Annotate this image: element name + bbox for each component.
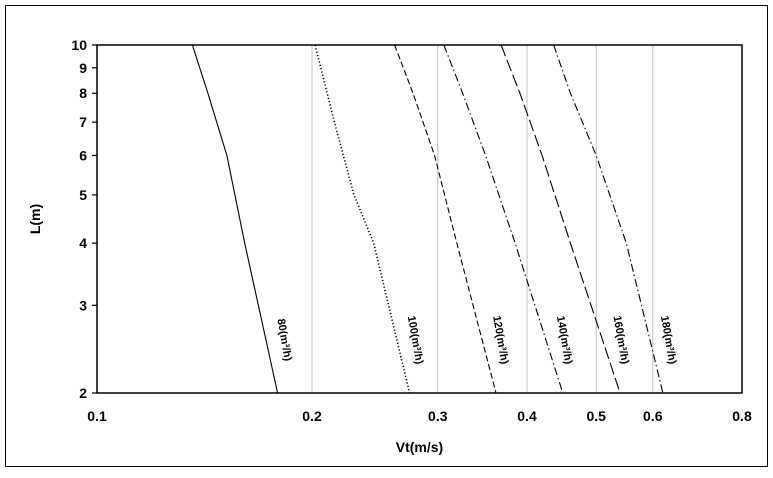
x-tick-label: 0.1 <box>87 408 107 424</box>
series-line-2 <box>314 44 411 394</box>
series-line-6 <box>553 44 664 394</box>
chart-frame <box>5 5 768 467</box>
x-tick-label: 0.2 <box>302 408 322 424</box>
x-tick-label: 0.8 <box>732 408 752 424</box>
y-tick-label: 4 <box>79 235 87 251</box>
plot-area <box>96 44 743 394</box>
series-label-3: 120(m³/h) <box>490 315 510 366</box>
x-tick-label: 0.4 <box>517 408 537 424</box>
y-tick-label: 5 <box>79 187 87 203</box>
y-tick-label: 8 <box>79 85 87 101</box>
grid-lines <box>311 45 654 393</box>
tick-labels: 0.1 0.2 0.3 0.4 0.5 0.6 0.8 2 3 4 5 6 7 8 9 10 <box>71 37 752 424</box>
y-tick-label: 6 <box>79 147 87 163</box>
series-label-6: 180(m³/h) <box>658 315 678 366</box>
y-tick-label: 2 <box>79 385 87 401</box>
series-line-1 <box>191 44 279 394</box>
series-group: 80(m³/h) 100(m³/h) 120(m³/h) 140(m³/h) 160(m… <box>191 44 678 394</box>
y-tick-label: 9 <box>79 60 87 76</box>
y-tick-label: 3 <box>79 297 87 313</box>
series-line-3 <box>394 44 497 394</box>
y-axis-title: L(m) <box>27 204 43 234</box>
y-tick-label: 7 <box>79 114 87 130</box>
series-label-2: 100(m³/h) <box>405 315 425 366</box>
y-tick-label: 10 <box>71 37 87 53</box>
x-axis-title: Vt(m/s) <box>396 439 443 455</box>
x-tick-label: 0.5 <box>586 408 606 424</box>
series-label-5: 160(m³/h) <box>611 315 631 366</box>
series-label-1: 80(m³/h) <box>274 318 293 363</box>
x-tick-label: 0.3 <box>428 408 448 424</box>
series-label-4: 140(m³/h) <box>554 315 574 366</box>
x-tick-label: 0.6 <box>643 408 663 424</box>
series-line-4 <box>443 44 564 394</box>
series-line-5 <box>500 44 621 394</box>
